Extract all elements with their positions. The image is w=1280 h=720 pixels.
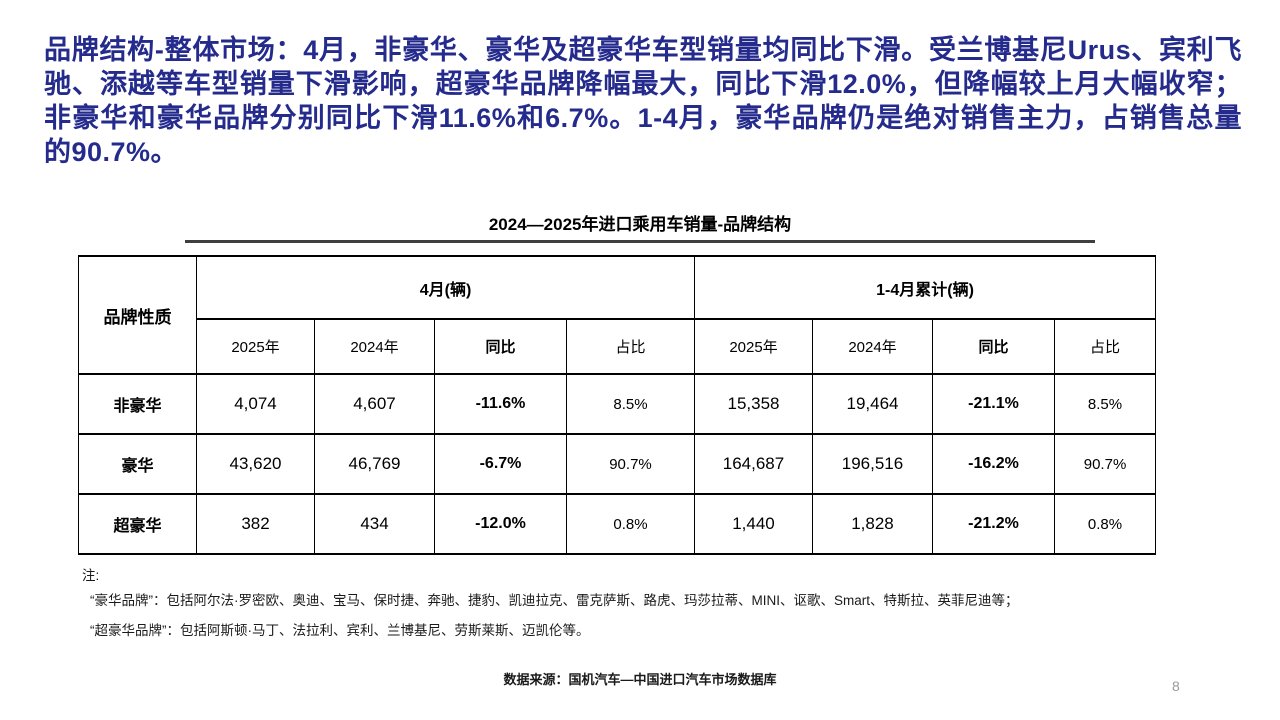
table-cell: 0.8% [566,493,695,555]
notes-label: 注: [82,568,100,583]
corner-header: 品牌性质 [78,255,197,375]
column-header: 2024年 [812,318,933,375]
column-header: 占比 [1053,318,1157,375]
slide-heading: 品牌结构-整体市场：4月，非豪华、豪华及超豪华车型销量均同比下滑。受兰博基尼Ur… [44,35,1242,167]
notes-block: 注: “豪华品牌”：包括阿尔法·罗密欧、奥迪、宝马、保时捷、奔驰、捷豹、凯迪拉克… [82,566,1222,646]
group-header-april: 4月(辆) [196,255,695,320]
table-cell: -21.1% [932,373,1055,435]
table-row: 2025年 2024年 同比 占比 2025年 2024年 同比 占比 [79,318,1157,375]
table-cell: 4,607 [314,373,435,435]
column-header: 2024年 [314,318,435,375]
column-header: 占比 [566,318,695,375]
table-cell: -16.2% [932,433,1055,495]
table-cell: 19,464 [812,373,933,435]
column-header: 2025年 [196,318,315,375]
page-number: 8 [1172,678,1180,694]
table-cell: 434 [314,493,435,555]
table-cell: -21.2% [932,493,1055,555]
table-cell: 1,440 [694,493,813,555]
table-row: 豪华 43,620 46,769 -6.7% 90.7% 164,687 196… [78,433,1157,495]
table-row: 超豪华 382 434 -12.0% 0.8% 1,440 1,828 -21.… [78,493,1157,555]
row-category: 豪华 [78,433,197,495]
column-header: 2025年 [694,318,813,375]
table-cell: 8.5% [566,373,695,435]
table-cell: 1,828 [812,493,933,555]
table-cell: 8.5% [1053,373,1157,435]
table-cell: 43,620 [196,433,315,495]
table-cell: 90.7% [1053,433,1157,495]
table-cell: -12.0% [434,493,567,555]
table-title: 2024—2025年进口乘用车销量-品牌结构 [488,215,792,234]
note-line-luxury: “豪华品牌”：包括阿尔法·罗密欧、奥迪、宝马、保时捷、奔驰、捷豹、凯迪拉克、雷克… [90,593,1019,608]
table-row: 非豪华 4,074 4,607 -11.6% 8.5% 15,358 19,46… [78,373,1157,435]
table-cell: 0.8% [1053,493,1157,555]
sales-table: 品牌性质 4月(辆) 1-4月累计(辆) 2025年 2024年 同比 占比 2… [78,255,1157,555]
note-line-super-luxury: “超豪华品牌”：包括阿斯顿·马丁、法拉利、宾利、兰博基尼、劳斯莱斯、迈凯伦等。 [90,623,590,638]
table-cell: 4,074 [196,373,315,435]
table-cell: -6.7% [434,433,567,495]
table-cell: 90.7% [566,433,695,495]
table-cell: 164,687 [694,433,813,495]
column-header: 同比 [434,318,567,375]
title-underline [185,240,1095,243]
table-cell: 15,358 [694,373,813,435]
table-cell: 196,516 [812,433,933,495]
group-header-cumulative: 1-4月累计(辆) [693,255,1157,320]
row-category: 非豪华 [78,373,197,435]
source-caption: 数据来源：国机汽车—中国进口汽车市场数据库 [503,672,777,687]
table-cell: -11.6% [434,373,567,435]
table-cell: 382 [196,493,315,555]
table-row: 品牌性质 4月(辆) 1-4月累计(辆) [78,255,1157,375]
row-category: 超豪华 [78,493,197,555]
table-cell: 46,769 [314,433,435,495]
column-header: 同比 [932,318,1055,375]
